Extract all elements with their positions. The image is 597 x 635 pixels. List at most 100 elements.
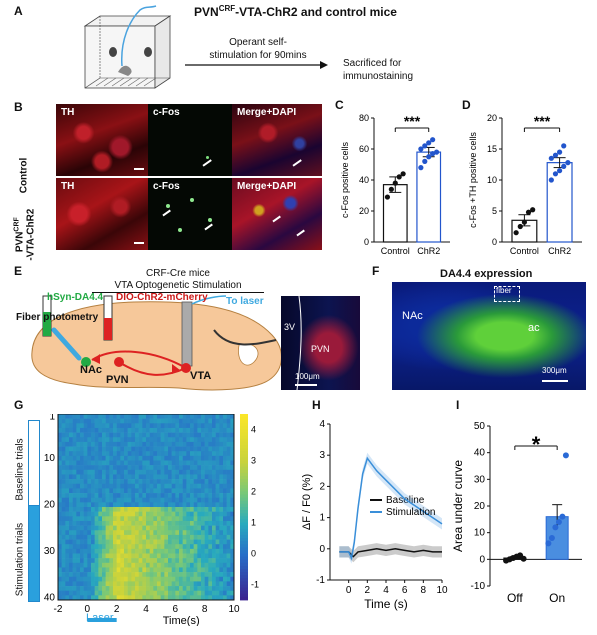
heatmap-cell bbox=[157, 474, 161, 480]
heatmap-cell bbox=[94, 567, 99, 573]
heatmap-cell bbox=[124, 590, 128, 596]
heatmap-cell bbox=[102, 493, 106, 498]
heatmap-cell bbox=[80, 525, 84, 531]
heatmap-cell bbox=[182, 502, 187, 508]
heatmap-cell bbox=[219, 427, 224, 433]
heatmap-cell bbox=[138, 516, 143, 522]
heatmap-cell bbox=[149, 502, 154, 508]
heatmap-cell bbox=[65, 418, 70, 424]
heatmap-cell bbox=[146, 576, 150, 582]
x-axis-label: Time(s) bbox=[163, 615, 200, 626]
heatmap-cell bbox=[204, 469, 209, 475]
heatmap-cell bbox=[190, 497, 194, 503]
heatmap-cell bbox=[212, 507, 216, 512]
panel-g-letter: G bbox=[14, 398, 24, 412]
heatmap-cell bbox=[142, 595, 147, 601]
heatmap-cell bbox=[105, 460, 110, 466]
heatmap-cell bbox=[102, 572, 106, 578]
heatmap-cell bbox=[72, 414, 77, 419]
heatmap-cell bbox=[230, 479, 235, 485]
heatmap-cell bbox=[175, 595, 180, 601]
heatmap-cell bbox=[76, 502, 81, 508]
heatmap-cell bbox=[186, 437, 191, 443]
heatmap-cell bbox=[226, 455, 231, 461]
colorbar-segment bbox=[240, 590, 248, 595]
heatmap-cell bbox=[204, 590, 209, 596]
heatmap-cell bbox=[212, 493, 216, 498]
heatmap-cell bbox=[87, 516, 92, 522]
heatmap-cell bbox=[120, 479, 125, 485]
heatmap-cell bbox=[149, 572, 154, 578]
heatmap-cell bbox=[76, 534, 81, 540]
heatmap-cell bbox=[127, 548, 132, 554]
heatmap-cell bbox=[146, 418, 150, 424]
heatmap-cell bbox=[105, 446, 110, 452]
heatmap-cell bbox=[226, 595, 231, 601]
colorbar-segment bbox=[240, 482, 248, 486]
heatmap-cell bbox=[87, 423, 92, 429]
data-point bbox=[426, 140, 432, 146]
heatmap-cell bbox=[179, 479, 183, 485]
heatmap-cell bbox=[91, 520, 95, 526]
heatmap-cell bbox=[226, 465, 231, 471]
heatmap-cell bbox=[58, 418, 62, 424]
heatmap-cell bbox=[61, 544, 66, 550]
y-tick-label: 10 bbox=[44, 453, 56, 464]
colorbar-segment bbox=[240, 525, 248, 530]
data-point bbox=[557, 168, 563, 174]
heatmap-cell bbox=[61, 511, 66, 517]
heatmap-cell bbox=[61, 534, 66, 540]
heatmap-cell bbox=[65, 576, 70, 582]
heatmap-cell bbox=[120, 460, 125, 466]
heatmap-cell bbox=[186, 590, 191, 596]
heatmap-cell bbox=[142, 497, 147, 503]
heatmap-cell bbox=[72, 451, 77, 457]
heatmap-cell bbox=[58, 520, 62, 526]
heatmap-cell bbox=[142, 590, 147, 596]
heatmap-cell bbox=[135, 581, 139, 587]
heatmap-cell bbox=[80, 423, 84, 429]
heatmap-cell bbox=[76, 460, 81, 466]
heatmap-cell bbox=[157, 595, 161, 601]
heatmap-cell bbox=[149, 465, 154, 471]
heatmap-cell bbox=[65, 581, 70, 587]
heatmap-cell bbox=[124, 516, 128, 522]
heatmap-cell bbox=[58, 539, 62, 545]
heatmap-cell bbox=[212, 590, 216, 596]
heatmap-cell bbox=[72, 581, 77, 587]
colorbar-segment bbox=[240, 516, 248, 520]
heatmap-cell bbox=[164, 553, 169, 559]
heatmap-cell bbox=[153, 520, 158, 526]
heatmap-cell bbox=[219, 414, 224, 419]
heatmap-cell bbox=[223, 511, 227, 517]
heatmap-cell bbox=[58, 465, 62, 471]
heatmap-cell bbox=[182, 455, 187, 461]
heatmap-cell bbox=[113, 502, 117, 508]
heatmap-cell bbox=[127, 576, 132, 582]
heatmap-cell bbox=[208, 553, 213, 559]
heatmap-cell bbox=[127, 502, 132, 508]
heatmap-cell bbox=[204, 548, 209, 554]
heatmap-cell bbox=[153, 479, 158, 485]
heatmap-cell bbox=[201, 544, 205, 550]
heatmap-cell bbox=[98, 483, 103, 489]
heatmap-cell bbox=[197, 558, 202, 564]
heatmap-cell bbox=[80, 446, 84, 452]
heatmap-cell bbox=[230, 483, 235, 489]
heatmap-cell bbox=[76, 586, 81, 591]
heatmap-cell bbox=[193, 548, 198, 554]
heatmap-cell bbox=[61, 460, 66, 466]
heatmap-cell bbox=[208, 446, 213, 452]
heatmap-cell bbox=[127, 534, 132, 540]
heatmap-cell bbox=[76, 446, 81, 452]
heatmap-cell bbox=[72, 567, 77, 573]
heatmap-cell bbox=[230, 414, 235, 419]
heatmap-cell bbox=[120, 544, 125, 550]
heatmap-cell bbox=[212, 516, 216, 522]
heatmap-cell bbox=[226, 539, 231, 545]
heatmap-cell bbox=[135, 474, 139, 480]
colorbar-segment bbox=[240, 541, 248, 545]
heatmap-cell bbox=[171, 516, 176, 522]
heatmap-cell bbox=[61, 483, 66, 489]
heatmap-cell bbox=[61, 562, 66, 568]
